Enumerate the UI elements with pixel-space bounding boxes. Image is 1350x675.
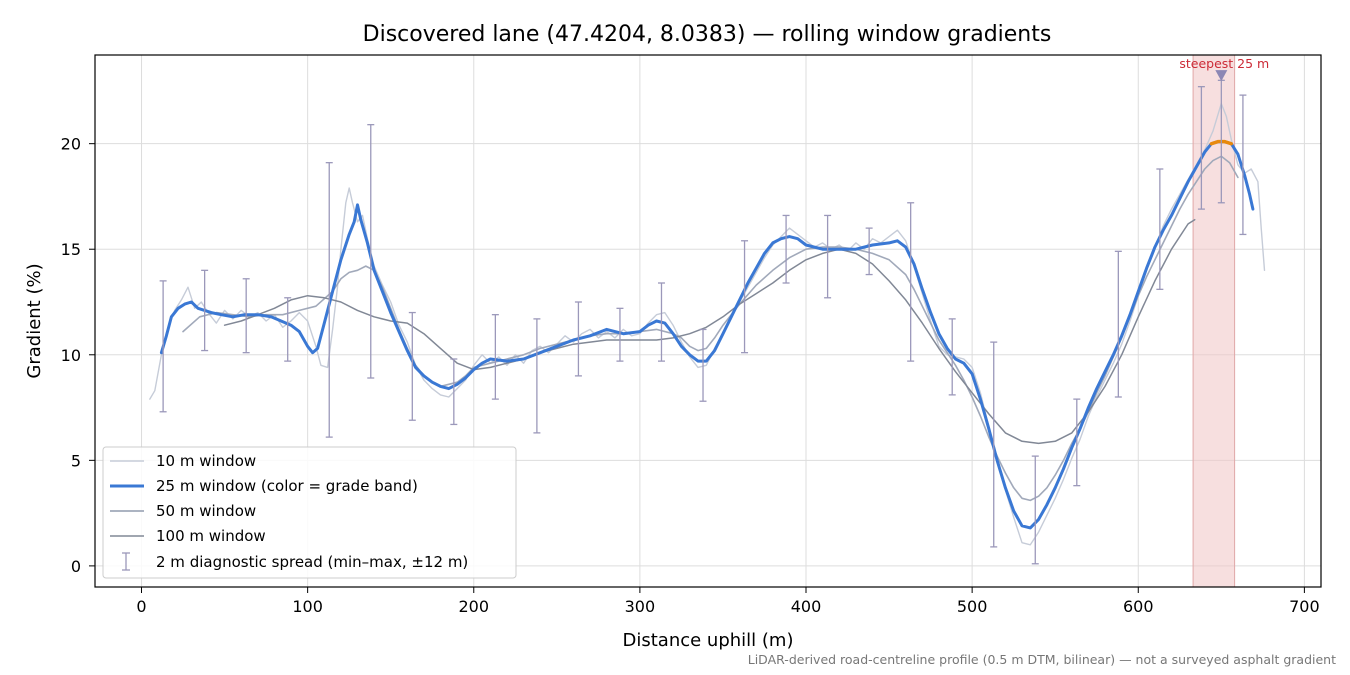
y-tick-label-20: 20 <box>61 135 81 154</box>
legend-label-10m: 10 m window <box>156 452 256 470</box>
error-bar-24 <box>1156 168 1164 290</box>
y-tick-label-5: 5 <box>71 451 81 470</box>
error-bar-22 <box>1073 398 1081 487</box>
footnote: LiDAR-derived road-centreline profile (0… <box>748 652 1336 667</box>
steepest-label: steepest 25 m <box>1179 56 1269 71</box>
error-bar-7 <box>450 358 458 426</box>
error-bar-16 <box>824 214 832 299</box>
error-bar-5 <box>367 124 375 379</box>
error-bars <box>159 79 1247 565</box>
x-tick-label-300: 300 <box>625 597 656 616</box>
legend-label-25m: 25 m window (color = grade band) <box>156 477 418 495</box>
series-line-w50 <box>182 155 1239 502</box>
y-axis: 0 5 10 15 20 <box>61 135 95 576</box>
error-bar-18 <box>907 202 915 362</box>
x-tick-label-400: 400 <box>791 597 822 616</box>
error-bar-3 <box>284 297 292 362</box>
grid-lines <box>95 55 1321 587</box>
error-bar-2 <box>242 278 250 354</box>
error-bar-15 <box>782 214 790 284</box>
series-layer <box>149 102 1266 546</box>
error-bar-10 <box>574 301 582 377</box>
error-bar-20 <box>990 341 998 548</box>
series-line-w25 <box>159 140 1255 530</box>
y-tick-label-0: 0 <box>71 557 81 576</box>
x-tick-label-200: 200 <box>458 597 489 616</box>
error-bar-27 <box>1239 94 1247 236</box>
error-bar-13 <box>699 328 707 402</box>
error-bar-17 <box>865 227 873 276</box>
legend-swatch-errorbar <box>122 552 130 571</box>
error-bar-12 <box>657 282 665 362</box>
y-tick-label-10: 10 <box>61 346 81 365</box>
error-bar-1 <box>201 269 209 352</box>
steepest-marker <box>1215 70 1228 82</box>
error-bar-8 <box>491 314 499 400</box>
x-tick-label-0: 0 <box>136 597 146 616</box>
error-bar-9 <box>533 318 541 434</box>
plot-frame <box>94 54 1322 588</box>
error-bar-21 <box>1031 455 1039 565</box>
error-bar-25 <box>1197 86 1205 210</box>
error-bar-14 <box>741 240 749 354</box>
error-bar-6 <box>408 311 416 421</box>
chart-title: Discovered lane (47.4204, 8.0383) — roll… <box>363 22 1052 47</box>
x-tick-label-500: 500 <box>957 597 988 616</box>
legend-label-100m: 100 m window <box>156 527 266 545</box>
error-bar-23 <box>1114 250 1122 398</box>
legend-label-errorbar: 2 m diagnostic spread (min–max, ±12 m) <box>156 553 468 571</box>
y-axis-label: Gradient (%) <box>24 263 45 378</box>
y-tick-label-15: 15 <box>61 240 81 259</box>
x-tick-label-600: 600 <box>1123 597 1154 616</box>
steepest-highlight-band <box>1192 54 1236 588</box>
x-axis: 0 100 200 300 400 500 600 700 <box>136 587 1320 616</box>
legend-label-50m: 50 m window <box>156 502 256 520</box>
x-tick-label-700: 700 <box>1289 597 1320 616</box>
error-bar-19 <box>948 318 956 396</box>
legend: 10 m window 25 m window (color = grade b… <box>102 446 517 579</box>
legend-box <box>102 446 517 579</box>
series-line-w100 <box>223 218 1196 445</box>
x-tick-label-100: 100 <box>292 597 323 616</box>
series-line-w10 <box>149 102 1266 546</box>
error-bar-4 <box>325 162 333 438</box>
x-axis-label: Distance uphill (m) <box>623 630 794 651</box>
error-bar-11 <box>616 307 624 362</box>
error-bar-0 <box>159 280 167 413</box>
